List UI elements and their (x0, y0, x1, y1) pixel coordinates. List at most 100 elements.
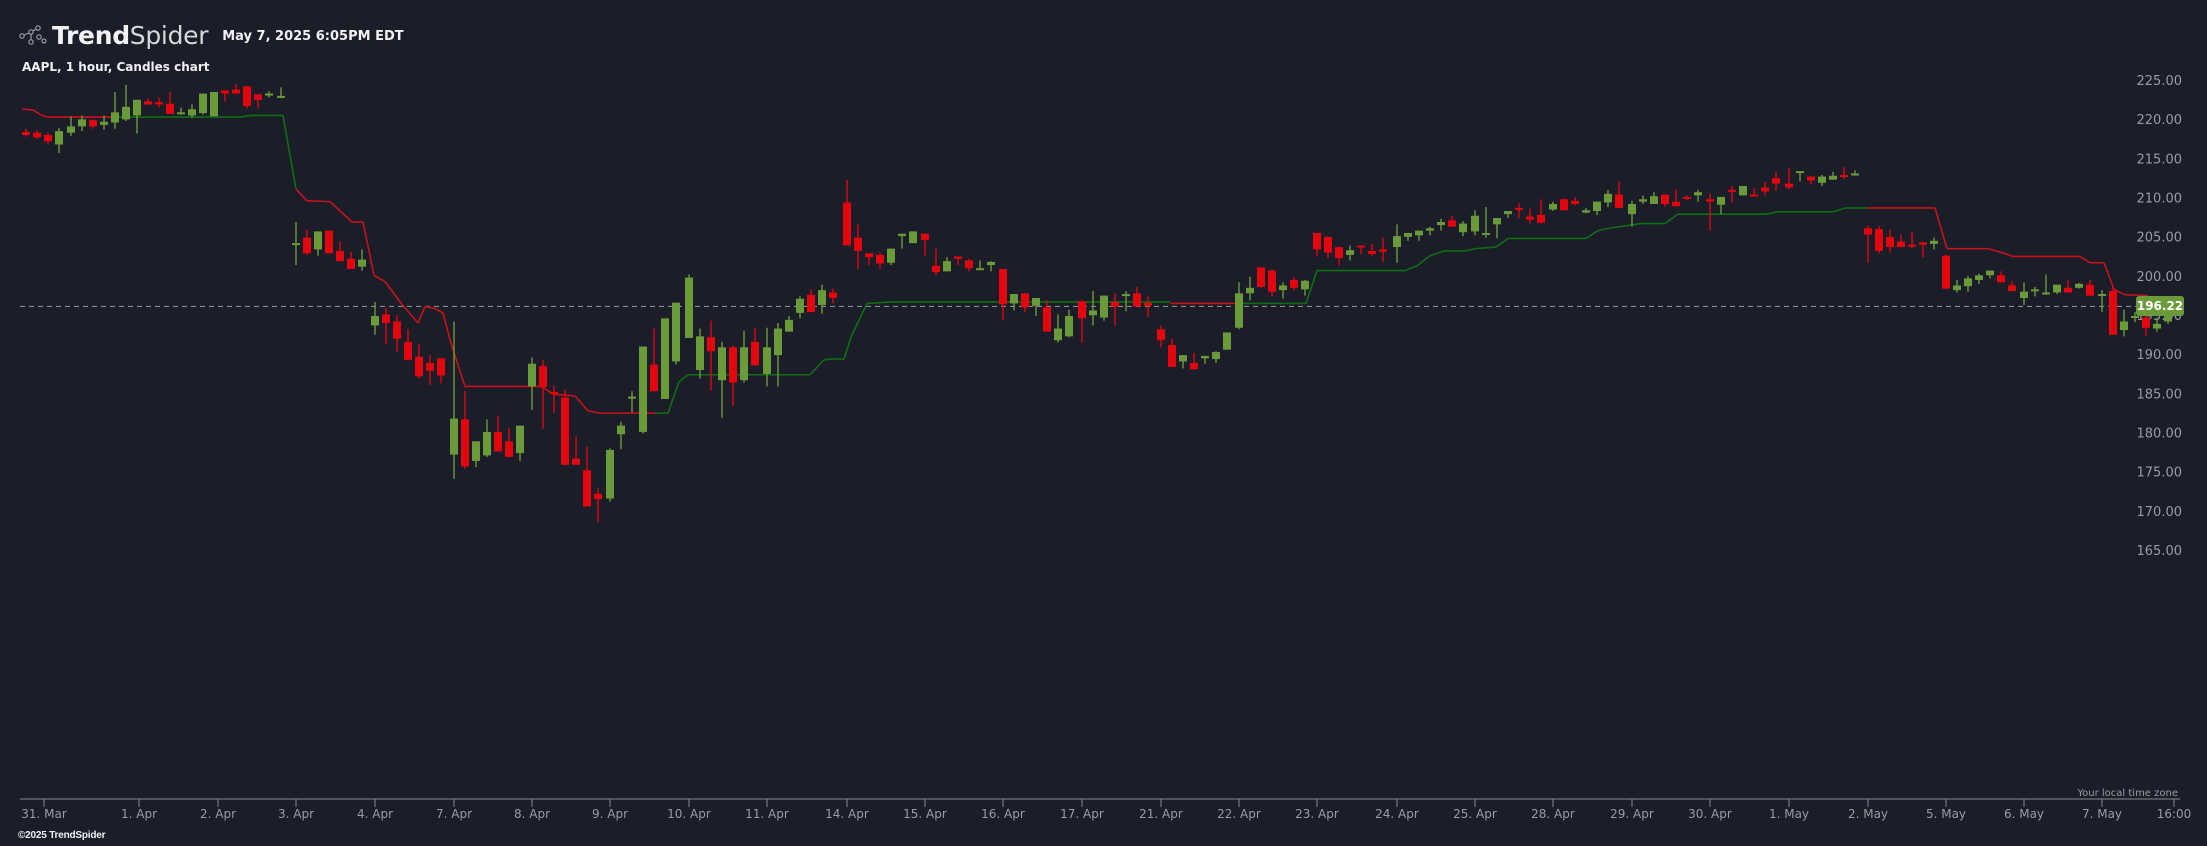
y-axis-label: 185.00 (2137, 387, 2183, 402)
timestamp: May 7, 2025 6:05PM EDT (222, 28, 404, 44)
y-axis-label: 175.00 (2137, 466, 2183, 481)
candle-down (89, 119, 97, 129)
candle-down (1111, 293, 1119, 326)
candle-up (2153, 317, 2161, 332)
candle-down (1840, 167, 1848, 179)
x-axis-label: 3. Apr (278, 807, 314, 821)
candle-up (1054, 314, 1062, 343)
candle-up (987, 261, 995, 272)
candle-up (1739, 185, 1747, 196)
candle-up (450, 321, 458, 479)
x-axis-label: 10. Apr (667, 807, 711, 821)
trailing-stop-line (866, 301, 894, 305)
candle-down (1190, 352, 1198, 370)
trailing-stop-line (1987, 247, 2003, 254)
candle-down (583, 446, 591, 507)
candle-up (1975, 273, 1983, 284)
candle-up (672, 302, 680, 365)
candle-down (707, 320, 715, 391)
candle-up (740, 330, 748, 383)
x-axis-label: 9. Apr (592, 807, 628, 821)
x-axis-label: 15. Apr (903, 807, 947, 821)
trailing-stop-line (809, 359, 825, 376)
candle-up (685, 274, 693, 338)
x-axis-label: 11. Apr (745, 807, 789, 821)
x-axis-label: 31. Mar (21, 807, 67, 821)
candle-down (505, 428, 513, 457)
trailing-stop-line (239, 114, 252, 118)
candle-up (1065, 309, 1073, 338)
brand-light: Spider (129, 20, 209, 50)
candle-up (796, 296, 804, 319)
candle-down (1919, 241, 1927, 258)
candle-up (1796, 171, 1804, 182)
trailing-stop-line (32, 109, 43, 117)
candle-down (461, 391, 469, 469)
trailing-stop-line (362, 221, 375, 276)
x-axis-label: 16. Apr (981, 807, 1025, 821)
candle-up (2075, 283, 2083, 289)
x-axis-label: 29. Apr (1610, 807, 1654, 821)
candle-up (1930, 237, 1938, 250)
candle-down (2086, 279, 2094, 296)
x-axis-label: 24. Apr (1375, 807, 1419, 821)
candle-down (1268, 268, 1276, 297)
candle-up (617, 421, 625, 450)
candle-up (1582, 207, 1590, 214)
candle-up (1201, 355, 1209, 364)
candle-down (854, 224, 862, 269)
candle-up (1593, 201, 1601, 215)
x-axis-label: 7. May (2082, 807, 2122, 821)
candle-down (1257, 267, 1265, 288)
candle-up (1089, 290, 1097, 326)
y-axis-label: 225.00 (2137, 74, 2183, 89)
trailing-stop-line (41, 114, 49, 118)
trailing-stop-line (450, 343, 466, 387)
candle-up (188, 104, 196, 118)
candle-up (177, 107, 185, 115)
candle-up (292, 221, 300, 266)
candle-up (1346, 245, 1354, 261)
candle-down (594, 488, 602, 522)
x-axis-label: 1. Apr (121, 807, 157, 821)
candle-down (1526, 208, 1534, 224)
brand-bold: Trend (52, 20, 130, 50)
candle-down (1379, 237, 1387, 262)
candle-up (1650, 192, 1658, 204)
x-axis-label: 6. May (2004, 807, 2044, 821)
candle-down (1761, 182, 1769, 196)
candle-down (221, 90, 229, 102)
trailing-stop-line (1585, 229, 1599, 240)
candle-up (1504, 211, 1512, 219)
candle-up (358, 249, 366, 271)
candle-down (539, 359, 547, 429)
candle-up (2120, 309, 2128, 337)
candle-down (1897, 234, 1905, 248)
y-axis-label: 220.00 (2137, 113, 2183, 128)
candle-down (1313, 232, 1321, 257)
candle-up (1301, 279, 1309, 296)
candle-up (661, 318, 669, 400)
candle-up (277, 87, 285, 99)
chart-title: AAPL, 1 hour, Candles chart (22, 60, 210, 74)
candle-up (1212, 351, 1220, 363)
candle-down (1290, 276, 1298, 291)
candle-down (1571, 196, 1579, 206)
candle-up (763, 327, 771, 387)
x-axis-label: 5. May (1926, 807, 1966, 821)
y-axis-label: 190.00 (2137, 348, 2183, 363)
candle-up (528, 357, 536, 410)
candle-up (1493, 218, 1501, 239)
x-axis-label: 25. Apr (1453, 807, 1497, 821)
x-axis-label: 2. Apr (200, 807, 236, 821)
candle-up (2042, 274, 2050, 295)
candle-down (336, 241, 344, 262)
candle-up (472, 441, 480, 468)
candle-up (785, 315, 793, 332)
candle-down (347, 251, 355, 269)
y-axis-label: 165.00 (2137, 544, 2183, 559)
trailing-stop-line (574, 395, 589, 412)
candle-up (1471, 210, 1479, 236)
candle-up (1010, 294, 1018, 311)
